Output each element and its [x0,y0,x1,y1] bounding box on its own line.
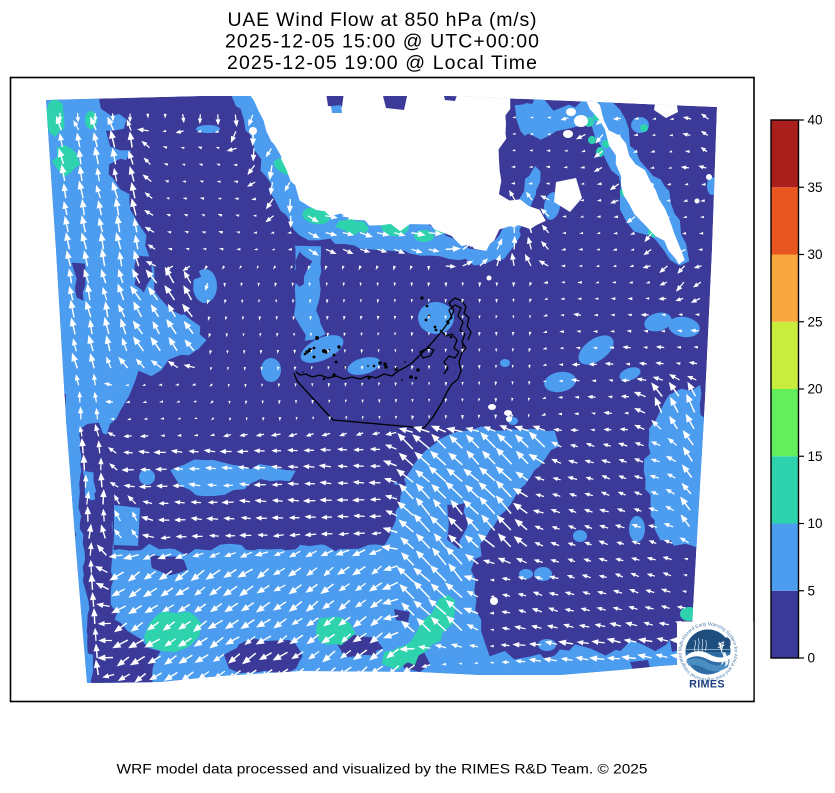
svg-text:WRF model data processed and v: WRF model data processed and visualized … [117,762,648,777]
svg-text:15: 15 [808,449,823,464]
svg-text:25: 25 [808,314,823,329]
svg-text:2025-12-05 15:00 @ UTC+00:00: 2025-12-05 15:00 @ UTC+00:00 [225,31,539,53]
svg-text:20: 20 [808,382,823,397]
svg-text:35: 35 [808,180,823,195]
svg-text:10: 10 [808,516,823,531]
svg-text:2025-12-05 19:00 @ Local Time: 2025-12-05 19:00 @ Local Time [227,52,537,74]
svg-text:RIMES: RIMES [689,679,725,691]
svg-text:5: 5 [808,583,816,598]
svg-text:0: 0 [808,651,816,666]
svg-text:40: 40 [808,113,823,128]
svg-text:UAE Wind Flow at 850 hPa (m/s): UAE Wind Flow at 850 hPa (m/s) [228,9,537,31]
svg-text:30: 30 [808,247,823,262]
